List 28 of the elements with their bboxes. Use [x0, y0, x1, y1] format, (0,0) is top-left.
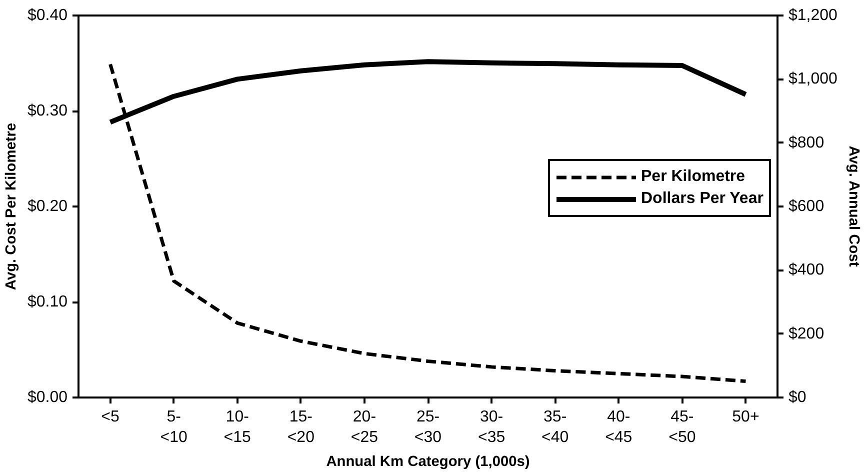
y2-tick-label: $400: [788, 262, 824, 279]
y-tick-label: $0.40: [27, 7, 68, 24]
x-tick-label: 45- <50: [668, 408, 696, 446]
y2-tick-label: $1,200: [788, 7, 838, 24]
y2-tick-label: $800: [788, 134, 824, 152]
y-tick-label: $0.20: [27, 198, 68, 215]
x-tick-label: 25- <30: [414, 408, 442, 446]
x-tick-label: 10- <15: [224, 408, 252, 446]
y-tick-label: $0.30: [27, 102, 68, 120]
y2-tick-label: $0: [788, 389, 806, 406]
x-axis-title: Annual Km Category (1,000s): [326, 454, 530, 470]
x-tick-label: 30- <35: [478, 408, 506, 446]
y-tick-label: $0.00: [27, 389, 68, 406]
x-tick-label: <5: [101, 408, 120, 426]
y2-tick-label: $200: [788, 325, 824, 342]
y-tick-label: $0.10: [27, 294, 68, 310]
x-tick-label: 20- <25: [350, 408, 378, 446]
x-tick-label: 35- <40: [542, 408, 569, 446]
x-tick-label: 40- <45: [605, 408, 632, 446]
x-tick-label: 50+: [732, 408, 760, 426]
y2-tick-label: $1,000: [788, 70, 838, 88]
x-tick-label: 5- <10: [160, 408, 188, 446]
y2-axis-title: Avg. Annual Cost: [845, 146, 862, 267]
legend-label: Dollars Per Year: [641, 190, 764, 208]
x-tick-label: 15- <20: [287, 408, 315, 446]
y2-tick-label: $600: [788, 198, 824, 215]
legend-label: Per Kilometre: [641, 168, 746, 186]
y-axis-title: Avg. Cost Per Kilometre: [3, 122, 20, 290]
